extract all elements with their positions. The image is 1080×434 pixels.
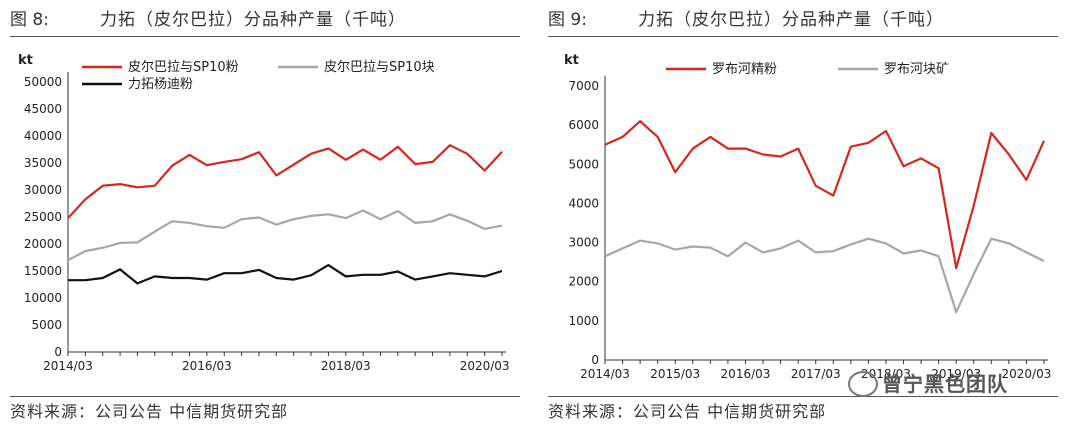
- legend-label: 皮尔巴拉与SP10粉: [128, 60, 239, 75]
- y-tick-label: 1000: [568, 314, 599, 328]
- y-tick-label: 2000: [568, 275, 599, 289]
- x-tick-label: 2014/03: [580, 367, 630, 381]
- y-tick-label: 5000: [568, 157, 599, 171]
- figure-number: 图 9:: [548, 10, 587, 30]
- watermark-text: 曾宁黑色团队: [882, 372, 1008, 396]
- figure-source: 资料来源：公司公告 中信期货研究部: [10, 402, 289, 421]
- legend-label: 皮尔巴拉与SP10块: [324, 60, 435, 75]
- figure-8: 图 8: 力拓（皮尔巴拉）分品种产量（千吨） kt 0 5000 10000 15000…: [10, 0, 530, 434]
- x-tick-label: 2015/03: [650, 367, 700, 381]
- footer-rule: [10, 396, 520, 397]
- figure-header: 图 9: 力拓（皮尔巴拉）分品种产量（千吨）: [548, 6, 1058, 34]
- x-tick-label: 2017/03: [791, 367, 841, 381]
- legend-label: 罗布河块矿: [884, 62, 949, 77]
- series-line-1: [67, 144, 503, 219]
- y-tick-label: 6000: [568, 118, 599, 132]
- y-tick-label: 45000: [24, 102, 62, 116]
- x-tick-label: 2016/03: [721, 367, 771, 381]
- legend-label: 力拓杨迪粉: [128, 77, 193, 92]
- y-tick-label: 0: [591, 353, 599, 367]
- legend-label: 罗布河精粉: [712, 62, 777, 77]
- wechat-icon: [848, 370, 878, 397]
- y-tick-label: 7000: [568, 79, 599, 93]
- figure-9: 图 9: 力拓（皮尔巴拉）分品种产量（千吨） kt 0 1000 2000 3000 40…: [548, 0, 1068, 434]
- x-tick-label: 2020/03: [1002, 367, 1052, 381]
- y-tick-label: 25000: [24, 210, 62, 224]
- x-tick-label: 2020/03: [460, 359, 510, 373]
- y-tick-label: 20000: [24, 237, 62, 251]
- footer-rule: [548, 396, 1058, 397]
- y-tick-label: 15000: [24, 264, 62, 278]
- y-tick-label: 35000: [24, 156, 62, 170]
- y-tick-label: 10000: [24, 291, 62, 305]
- figure-title: 力拓（皮尔巴拉）分品种产量（千吨）: [100, 10, 406, 30]
- y-unit-label: kt: [18, 53, 33, 68]
- figure-source: 资料来源：公司公告 中信期货研究部: [548, 402, 827, 421]
- series-line-3: [68, 264, 503, 285]
- x-tick-label: 2014/03: [43, 359, 93, 373]
- x-tick-label: 2016/03: [182, 359, 232, 373]
- y-tick-label: 50000: [24, 75, 62, 89]
- y-tick-label: 5000: [31, 318, 62, 332]
- x-tick-label: 2019/03: [931, 367, 981, 381]
- watermark: 曾宁黑色团队: [848, 366, 1008, 402]
- chart-right: kt 0 1000 2000 3000 4000 5000 6000 7000 2014/03 20…: [564, 53, 1052, 381]
- y-tick-label: 4000: [568, 196, 599, 210]
- series-line-1: [604, 120, 1046, 270]
- y-tick-label: 40000: [24, 129, 62, 143]
- y-unit-label: kt: [564, 53, 579, 68]
- series-line-2: [67, 209, 503, 262]
- figure-title: 力拓（皮尔巴拉）分品种产量（千吨）: [638, 10, 944, 30]
- y-tick-label: 3000: [568, 236, 599, 250]
- header-rule: [10, 36, 520, 37]
- figure-header: 图 8: 力拓（皮尔巴拉）分品种产量（千吨）: [10, 6, 520, 34]
- chart-left: kt 0 5000 10000 15000 20000 25000 30000 35000 400…: [18, 53, 510, 373]
- figure-number: 图 8:: [10, 10, 49, 30]
- series-line-2: [604, 237, 1045, 314]
- x-tick-label: 2018/03: [321, 359, 371, 373]
- y-tick-label: 30000: [24, 183, 62, 197]
- header-rule: [548, 36, 1058, 37]
- y-tick-label: 0: [54, 345, 62, 359]
